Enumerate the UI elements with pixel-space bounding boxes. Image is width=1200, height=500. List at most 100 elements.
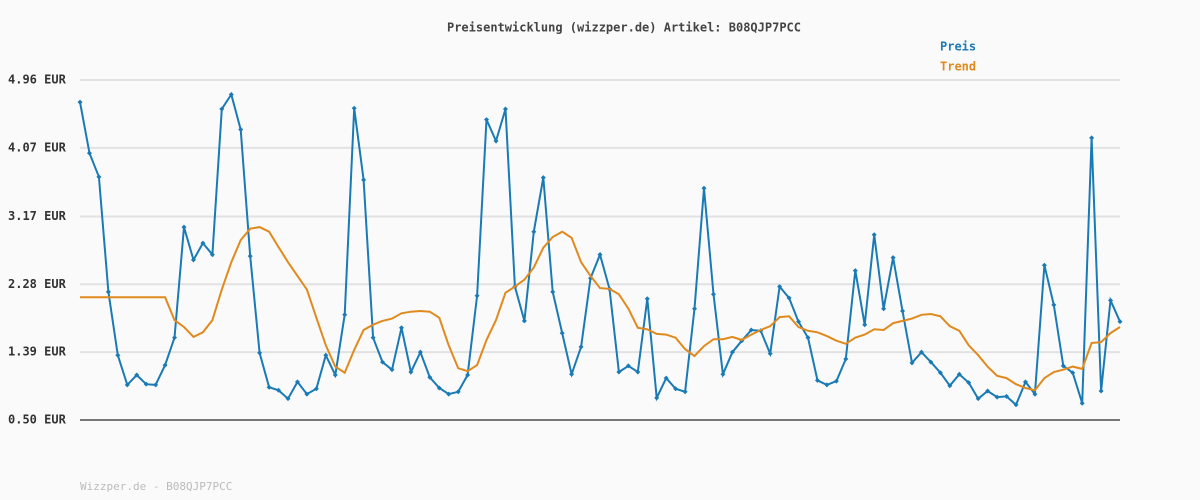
point-marker (937, 370, 943, 376)
point-marker (153, 382, 159, 388)
point-marker (96, 174, 102, 180)
point-marker (181, 224, 187, 230)
point-marker (729, 349, 735, 355)
point-marker (1060, 363, 1066, 369)
point-marker (673, 386, 679, 392)
point-marker (956, 371, 962, 377)
point-marker (380, 359, 386, 365)
point-marker (994, 394, 1000, 400)
point-marker (824, 382, 830, 388)
point-marker (1041, 262, 1047, 268)
point-marker (304, 391, 310, 397)
point-marker (200, 240, 206, 246)
legend-label: Preis (940, 40, 976, 54)
point-marker (928, 359, 934, 365)
y-tick-label: 4.07 EUR (8, 140, 67, 154)
point-marker (777, 284, 783, 290)
point-marker (115, 352, 121, 358)
point-marker (843, 356, 849, 362)
point-marker (786, 295, 792, 301)
y-tick-label: 2.28 EUR (8, 277, 67, 291)
point-marker (521, 318, 527, 324)
point-marker (1070, 370, 1076, 376)
point-marker (493, 138, 499, 144)
series-line (80, 226, 1121, 392)
point-marker (124, 382, 130, 388)
point-marker (86, 150, 92, 156)
footer: Wizzper.de - B08QJP7PCC (80, 480, 232, 493)
legend-label: Trend (940, 60, 976, 74)
point-marker (266, 384, 272, 390)
point-marker (332, 372, 338, 378)
point-marker (389, 367, 395, 373)
point-marker (966, 380, 972, 386)
point-marker (276, 387, 282, 393)
point-marker (1089, 135, 1095, 141)
point-marker (805, 335, 811, 341)
point-marker (484, 117, 490, 123)
point-marker (654, 395, 660, 401)
point-marker (398, 325, 404, 331)
point-marker (890, 255, 896, 261)
point-marker (814, 377, 820, 383)
point-marker (361, 177, 367, 183)
point-marker (569, 371, 575, 377)
point-marker (871, 232, 877, 238)
point-marker (852, 268, 858, 274)
point-marker (597, 252, 603, 258)
point-marker (796, 319, 802, 325)
point-marker (1004, 393, 1010, 399)
point-marker (370, 335, 376, 341)
point-marker (257, 350, 263, 356)
point-marker (975, 396, 981, 402)
point-marker (900, 308, 906, 314)
point-marker (351, 105, 357, 111)
point-marker (1108, 297, 1114, 303)
point-marker (692, 306, 698, 312)
point-marker (285, 396, 291, 402)
point-marker (767, 351, 773, 357)
point-marker (323, 352, 329, 358)
point-marker (465, 372, 471, 378)
point-marker (172, 335, 178, 341)
point-marker (947, 383, 953, 389)
point-marker (909, 360, 915, 366)
point-marker (578, 344, 584, 350)
point-marker (427, 374, 433, 380)
point-marker (531, 229, 537, 235)
point-marker (682, 389, 688, 395)
y-tick-label: 1.39 EUR (8, 345, 67, 359)
point-marker (701, 185, 707, 191)
point-marker (228, 91, 234, 97)
point-marker (143, 381, 149, 387)
point-marker (540, 175, 546, 181)
point-marker (710, 291, 716, 297)
y-tick-label: 3.17 EUR (8, 209, 67, 223)
point-marker (559, 330, 565, 336)
point-marker (77, 99, 83, 105)
point-marker (1098, 388, 1104, 394)
point-marker (342, 312, 348, 318)
point-marker (502, 106, 508, 112)
y-tick-label: 4.96 EUR (8, 73, 67, 87)
point-marker (455, 389, 461, 395)
point-marker (247, 253, 253, 259)
point-marker (436, 385, 442, 391)
point-marker (550, 289, 556, 295)
point-marker (644, 296, 650, 302)
point-marker (408, 369, 414, 375)
point-marker (1117, 319, 1123, 325)
point-marker (1022, 379, 1028, 385)
point-marker (862, 322, 868, 328)
point-marker (134, 372, 140, 378)
point-marker (1051, 302, 1057, 308)
point-marker (313, 386, 319, 392)
point-marker (918, 349, 924, 355)
point-marker (720, 371, 726, 377)
point-marker (446, 391, 452, 397)
point-marker (663, 375, 669, 381)
point-marker (190, 257, 196, 263)
point-marker (985, 388, 991, 394)
point-marker (748, 327, 754, 333)
